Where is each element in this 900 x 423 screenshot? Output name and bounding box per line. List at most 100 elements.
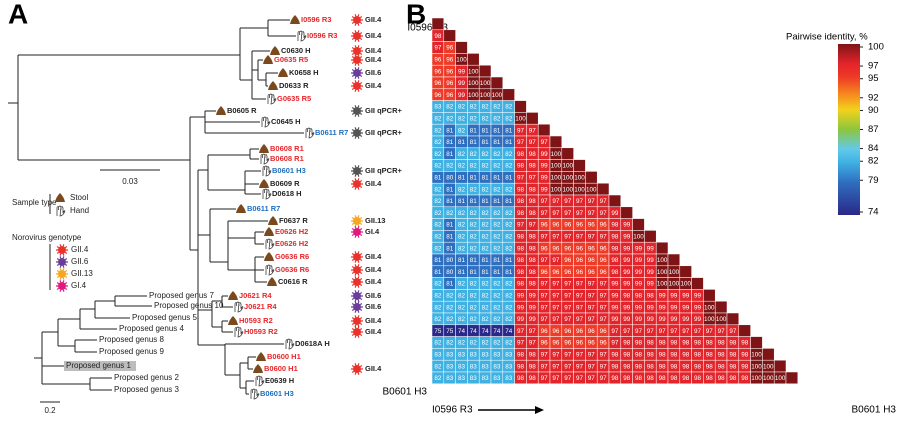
cell-value: 97 <box>552 363 560 370</box>
cell-value: 82 <box>434 127 442 134</box>
cell-value: 96 <box>588 328 596 335</box>
cell-value: 96 <box>552 222 560 229</box>
stool-icon <box>236 204 246 213</box>
cell-value: 99 <box>694 304 702 311</box>
cell-value: 98 <box>706 375 714 382</box>
cell-value: 96 <box>446 68 454 75</box>
cell-value: 82 <box>434 186 442 193</box>
hand-icon <box>265 264 275 276</box>
cell-value: 98 <box>718 375 726 382</box>
cell-value: 82 <box>458 281 466 288</box>
cell-value: 97 <box>564 304 572 311</box>
cell-value: 74 <box>493 328 501 335</box>
cell-value: 82 <box>434 233 442 240</box>
cell-value: 82 <box>505 163 513 170</box>
cell-value: 99 <box>623 245 631 252</box>
diagonal-cell <box>608 194 622 208</box>
leaf-label: G0636 R6 <box>275 265 309 274</box>
diagonal-cell <box>726 312 740 326</box>
cell-value: 96 <box>576 269 584 276</box>
diagonal-cell <box>632 218 645 231</box>
legend-tick-label: 82 <box>868 156 879 167</box>
cell-value: 100 <box>562 163 573 170</box>
cell-value: 97 <box>600 351 608 358</box>
cell-value: 82 <box>505 222 513 229</box>
cell-value: 82 <box>482 340 490 347</box>
hand-icon <box>285 338 295 350</box>
cell-value: 82 <box>482 233 490 240</box>
cell-value: 82 <box>493 163 501 170</box>
cell-value: 97 <box>564 233 572 240</box>
cell-value: 98 <box>529 210 537 217</box>
cell-value: 82 <box>505 281 513 288</box>
cell-value: 96 <box>552 269 560 276</box>
cell-value: 98 <box>529 245 537 252</box>
diagonal-cell <box>478 64 492 78</box>
virus-icon <box>58 258 66 266</box>
legend-label: GII.6 <box>71 257 89 266</box>
cell-value: 100 <box>763 375 774 382</box>
cell-value: 98 <box>706 340 714 347</box>
cell-value: 83 <box>446 363 454 370</box>
genotype-label: GII.4 <box>365 252 382 261</box>
inset-label: Proposed genus 3 <box>114 385 179 394</box>
cell-value: 82 <box>470 210 478 217</box>
cell-value: 82 <box>470 281 478 288</box>
cell-value: 82 <box>493 281 501 288</box>
cell-value: 82 <box>446 210 454 217</box>
diagonal-cell <box>679 265 692 278</box>
axis-label: B0601 H3 <box>852 405 897 416</box>
cell-value: 98 <box>529 198 537 205</box>
cell-value: 99 <box>623 304 631 311</box>
virus-spikes <box>351 54 363 66</box>
cell-value: 100 <box>704 316 715 323</box>
cell-value: 98 <box>623 292 631 299</box>
cell-value: 98 <box>611 269 619 276</box>
inset-label: Proposed genus 2 <box>114 373 179 382</box>
cell-value: 99 <box>682 292 690 299</box>
cell-value: 96 <box>564 222 572 229</box>
cell-value: 82 <box>470 304 478 311</box>
cell-value: 82 <box>458 210 466 217</box>
cell-value: 98 <box>611 375 619 382</box>
cell-value: 100 <box>586 186 597 193</box>
cell-value: 82 <box>482 151 490 158</box>
cell-value: 100 <box>680 281 691 288</box>
cell-value: 82 <box>493 186 501 193</box>
legend-title: Sample type <box>12 198 57 207</box>
cell-value: 82 <box>493 292 501 299</box>
cell-value: 97 <box>611 340 619 347</box>
diagonal-cell <box>750 336 763 349</box>
scale-label: 0.03 <box>122 177 138 186</box>
stool-icon <box>268 81 278 90</box>
cell-value: 99 <box>694 292 702 299</box>
cell-value: 97 <box>588 210 596 217</box>
cell-value: 82 <box>493 151 501 158</box>
virus-icon <box>353 292 361 300</box>
legend-title: Norovirus genotype <box>12 233 82 242</box>
stool-icon <box>268 216 278 225</box>
cell-value: 97 <box>541 292 549 299</box>
inset-label: Proposed genus 7 <box>149 291 214 300</box>
inset-label: Proposed genus 9 <box>99 347 164 356</box>
legend-tick-label: 74 <box>868 207 879 218</box>
cell-value: 82 <box>493 304 501 311</box>
cell-value: 82 <box>505 292 513 299</box>
cell-value: 96 <box>588 340 596 347</box>
legend-tick-label: 87 <box>868 124 879 135</box>
virus-spikes <box>351 165 363 177</box>
cell-value: 82 <box>482 316 490 323</box>
cell-value: 83 <box>446 375 454 382</box>
hand-icon <box>261 116 271 128</box>
cell-value: 98 <box>611 222 619 229</box>
cell-value: 98 <box>517 163 525 170</box>
diagonal-cell <box>502 88 515 101</box>
cell-value: 82 <box>446 316 454 323</box>
cell-value: 97 <box>600 281 608 288</box>
cell-value: 100 <box>669 269 680 276</box>
cell-value: 100 <box>574 186 585 193</box>
cell-value: 98 <box>635 292 643 299</box>
leaf-label: G0636 R6 <box>275 252 309 261</box>
cell-value: 97 <box>552 351 560 358</box>
cell-value: 97 <box>552 304 560 311</box>
